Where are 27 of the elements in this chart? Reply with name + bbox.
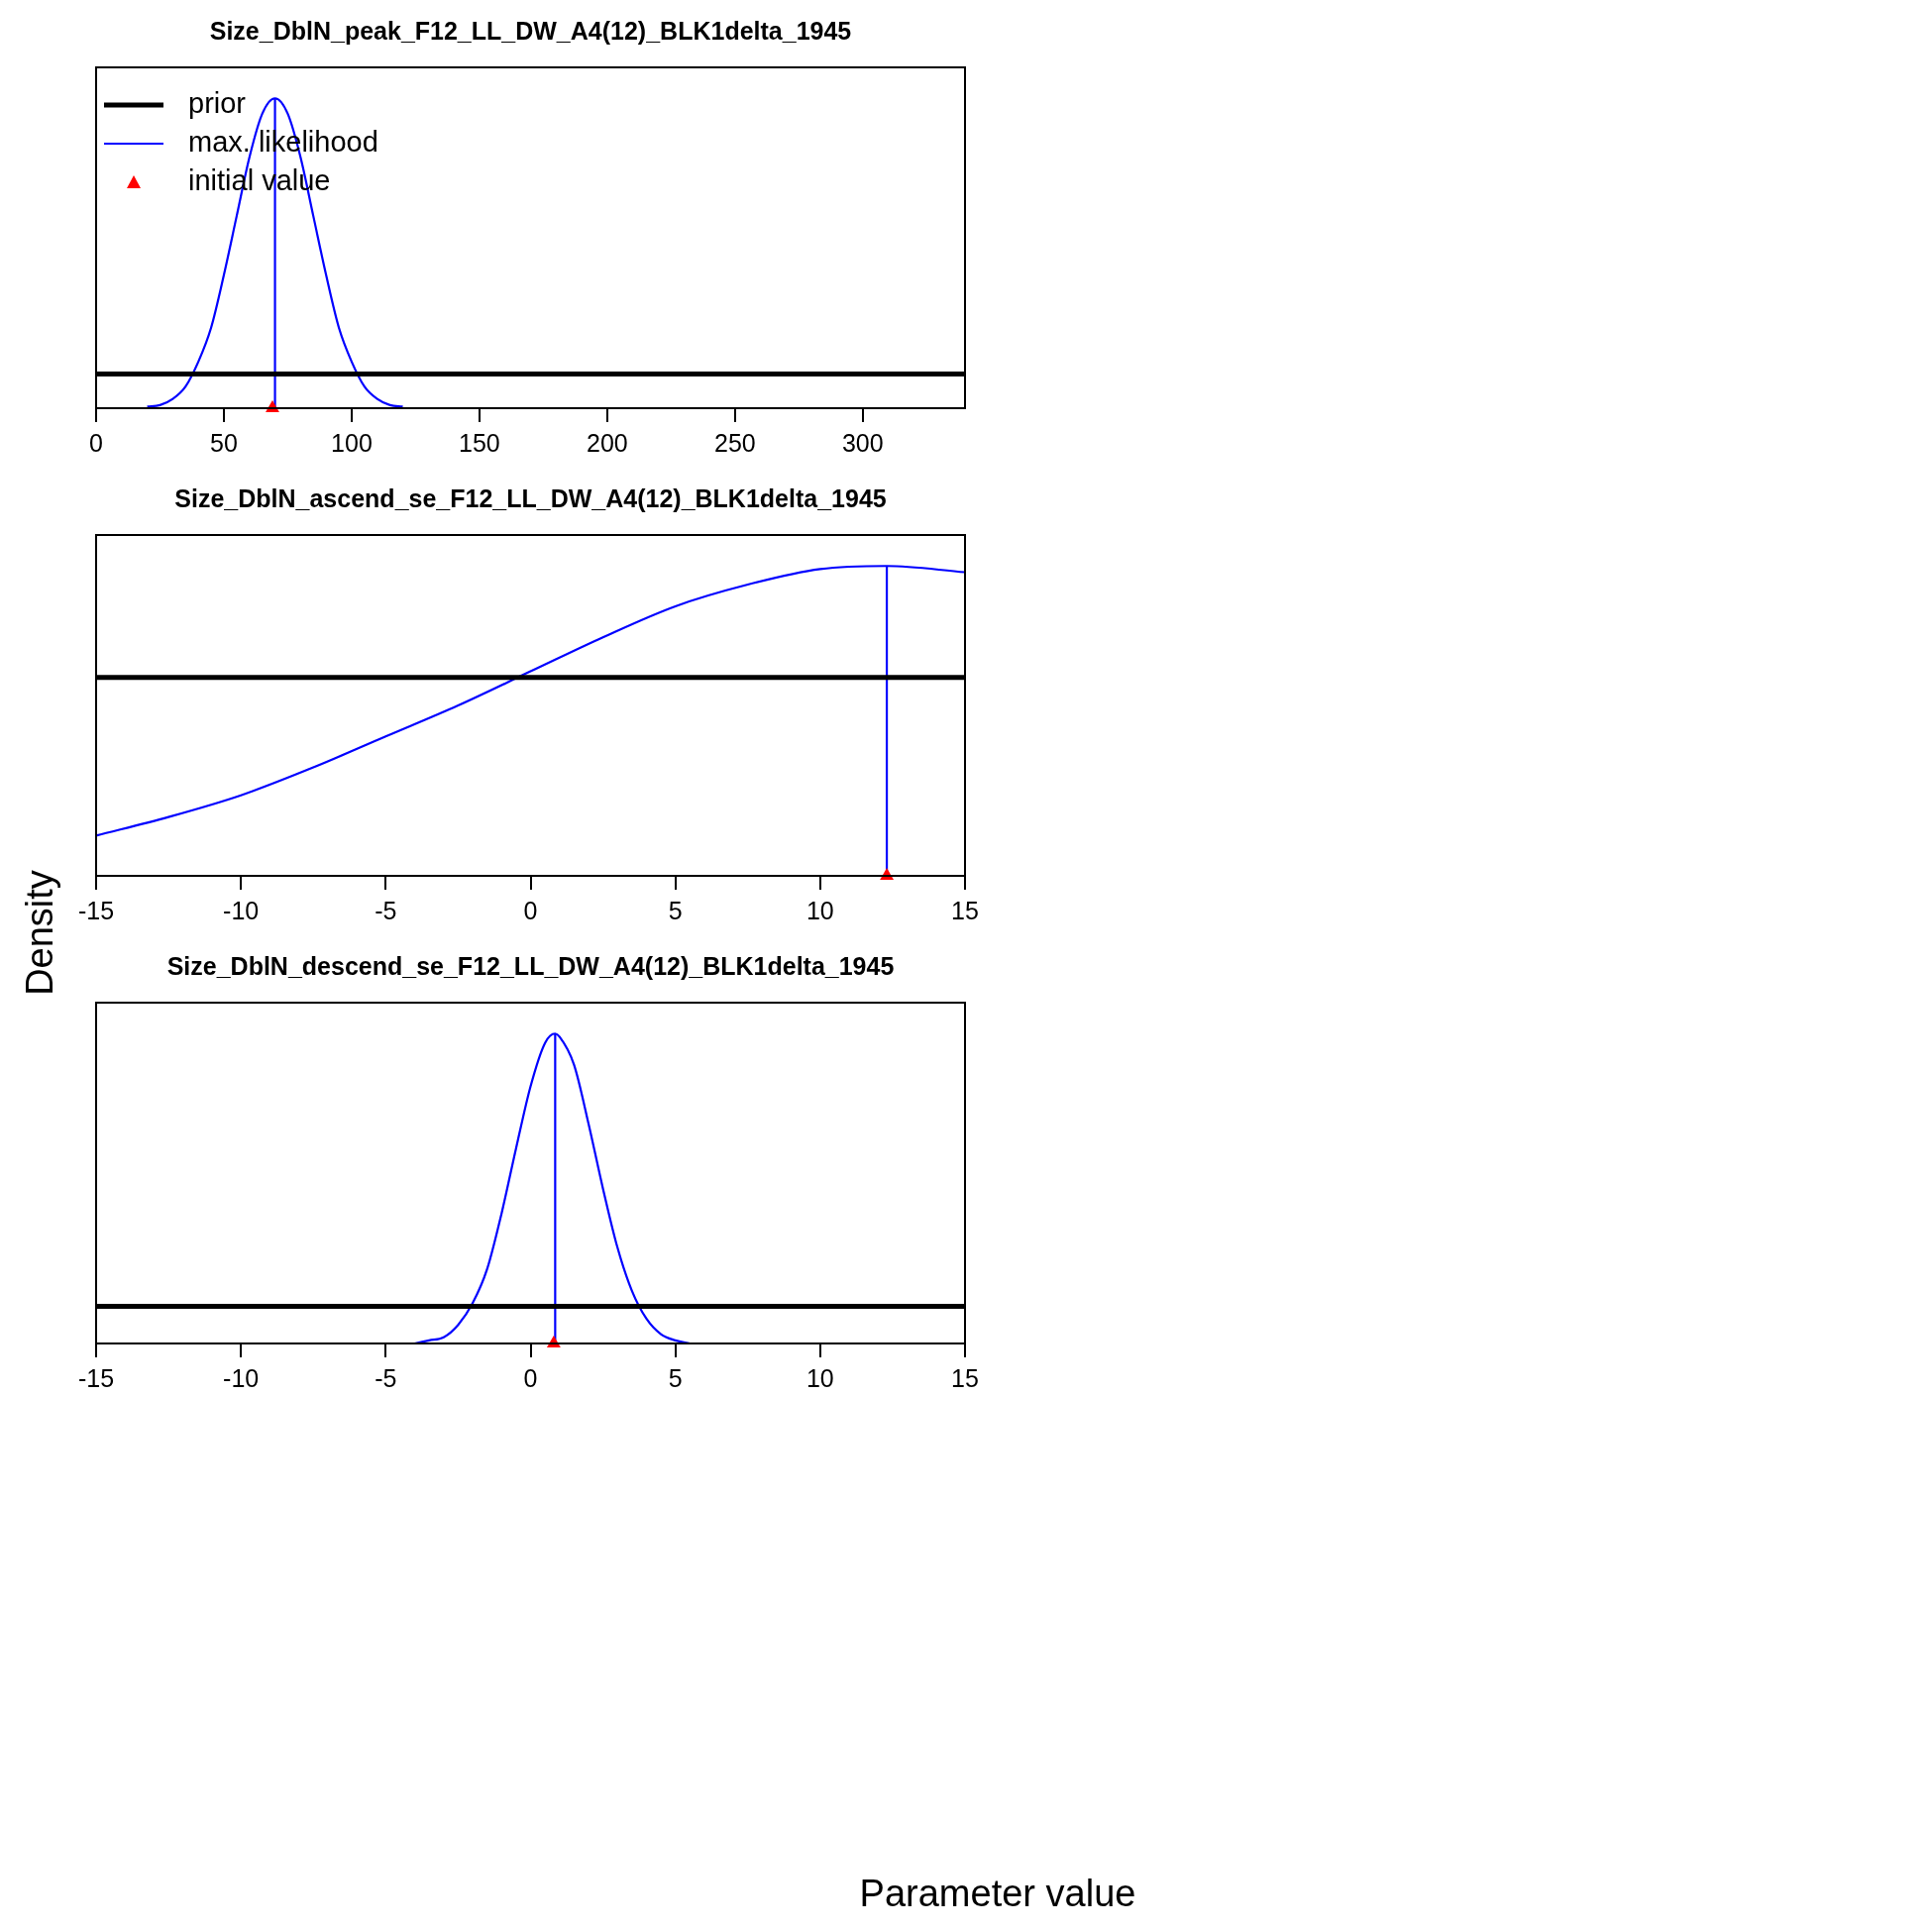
x-tick-label: 15 [951,896,979,924]
x-tick-label: 300 [841,428,884,457]
x-tick-label: 150 [459,428,500,457]
x-tick-label: -15 [77,896,115,924]
x-tick-label: 0 [523,1363,538,1392]
x-tick-label: 250 [713,428,756,457]
x-tick-label: 5 [668,896,683,924]
chart-title: Size_DblN_ascend_se_F12_LL_DW_A4(12)_BLK1delta_1945 [174,483,887,512]
x-tick-label: 0 [89,428,103,457]
y-axis-title: Density [18,869,61,998]
chart-title: Size_DblN_peak_F12_LL_DW_A4(12)_BLK1delta_1945 [209,16,852,45]
x-tick-label: -10 [223,896,260,924]
legend-label: prior [188,87,247,119]
chart-title: Size_DblN_descend_se_F12_LL_DW_A4(12)_BLK1delta_1945 [166,951,895,980]
x-tick-label: -15 [77,1363,115,1392]
x-tick-label: 5 [668,1363,683,1392]
x-tick-label: 50 [210,428,238,457]
x-tick-label: 200 [587,428,628,457]
x-tick-label: 0 [523,896,538,924]
x-tick-label: -5 [375,896,397,924]
x-tick-label: 10 [805,896,834,924]
x-tick-label: -5 [375,1363,397,1392]
x-tick-label: -10 [223,1363,260,1392]
x-axis-title: Parameter value [858,1873,1137,1915]
x-tick-label: 15 [951,1363,979,1392]
x-tick-label: 10 [805,1363,834,1392]
x-tick-label: 100 [331,428,373,457]
